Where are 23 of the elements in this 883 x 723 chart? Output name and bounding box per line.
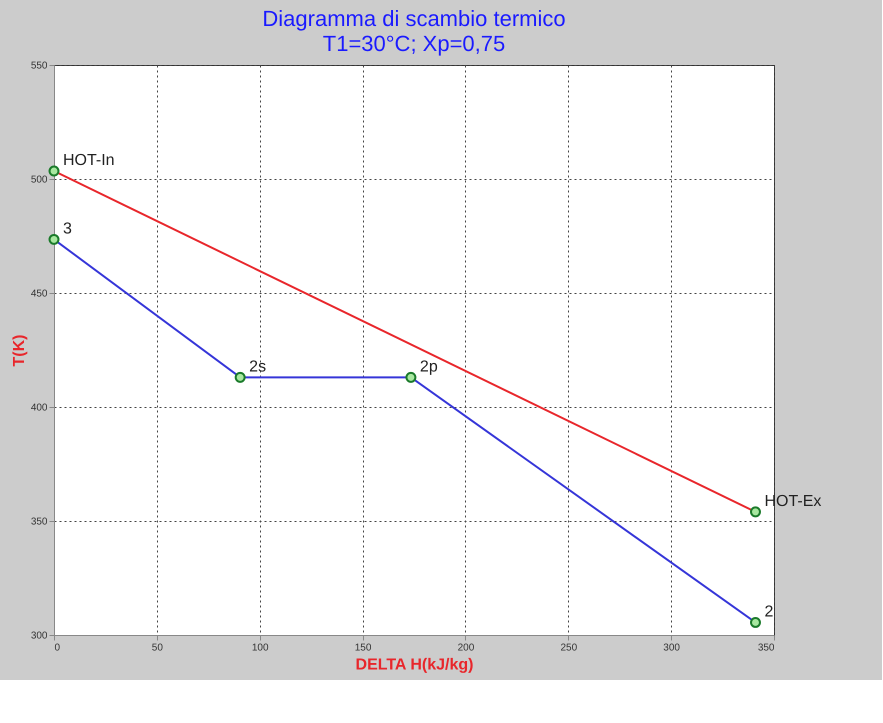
y-tick-label: 550 [30, 60, 48, 72]
chart-subtitle: T1=30°C; Xp=0,75 [322, 31, 506, 56]
annotation: 2 [764, 603, 774, 620]
chart-title: Diagramma di scambio termico [262, 6, 566, 31]
x-tick-label: 350 [758, 642, 775, 654]
y-tick-label: 300 [30, 630, 48, 642]
annotation: 2p [420, 358, 438, 376]
x-tick-label: 200 [458, 642, 475, 654]
x-tick-label: 300 [663, 642, 680, 654]
annotation: 3 [63, 220, 72, 238]
y-tick-label: 450 [30, 288, 48, 300]
y-tick-label: 400 [30, 402, 48, 414]
x-tick-label: 50 [152, 642, 164, 654]
x-tick-label: 150 [354, 642, 372, 654]
x-tick-label: 250 [560, 642, 578, 654]
x-axis-title: DELTA H(kJ/kg) [356, 656, 474, 674]
y-tick-label: 500 [30, 174, 48, 186]
x-tick-label: 100 [252, 642, 269, 654]
annotation: HOT-In [63, 152, 115, 170]
x-tick-label: 0 [54, 642, 60, 654]
y-tick-label: 350 [30, 516, 48, 528]
annotation: 2s [249, 358, 266, 376]
y-axis-title: T(K) [10, 334, 28, 366]
